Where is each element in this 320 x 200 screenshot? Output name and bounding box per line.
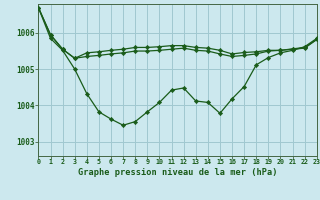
- X-axis label: Graphe pression niveau de la mer (hPa): Graphe pression niveau de la mer (hPa): [78, 168, 277, 177]
